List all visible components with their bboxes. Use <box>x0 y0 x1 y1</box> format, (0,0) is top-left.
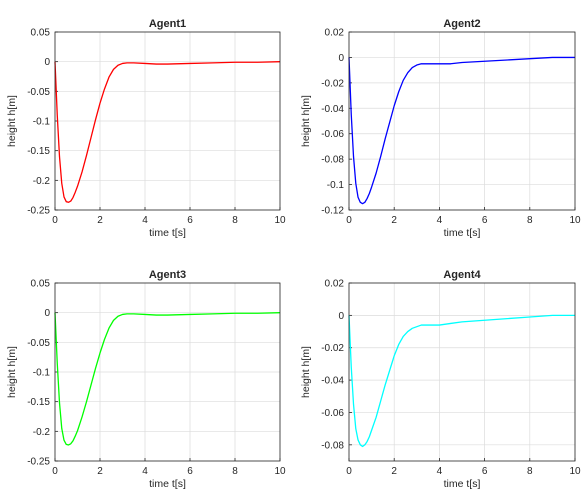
axes-box <box>348 31 576 211</box>
x-tick-label: 2 <box>97 215 103 226</box>
x-tick-label: 6 <box>482 466 488 477</box>
y-tick-label: -0.04 <box>321 376 344 387</box>
y-tick-label: -0.25 <box>27 206 50 217</box>
subplot-agent2: 0.020-0.02-0.04-0.06-0.08-0.1-0.120 2 4 6 8 1… <box>300 18 581 239</box>
x-tick-label: 10 <box>569 466 581 477</box>
y-axis-label: height h[m] <box>6 95 18 147</box>
y-tick-label: -0.1 <box>327 180 345 191</box>
chart-title: Agent1 <box>149 18 186 30</box>
y-tick-label: 0.02 <box>325 28 345 39</box>
subplot-agent3: 0.050-0.05-0.1-0.15-0.2-0.250 2 4 6 8 10Agent… <box>6 269 286 489</box>
y-tick-label: 0 <box>44 308 50 319</box>
x-axis-label: time t[s] <box>149 227 186 239</box>
x-tick-label: 2 <box>97 466 103 477</box>
plot-area <box>349 32 575 210</box>
x-tick-label: 8 <box>232 215 238 226</box>
y-tick-label: -0.06 <box>321 129 344 140</box>
x-tick-label: 2 <box>391 466 397 477</box>
y-tick-label: -0.2 <box>33 176 51 187</box>
x-tick-label: 0 <box>52 215 58 226</box>
x-tick-label: 6 <box>187 466 193 477</box>
y-axis-label: height h[m] <box>300 346 312 398</box>
y-tick-label: -0.02 <box>321 78 344 89</box>
y-tick-label: 0 <box>44 57 50 68</box>
y-tick-label: -0.15 <box>27 146 50 157</box>
series-line-agent1 <box>54 61 281 203</box>
x-axis-label: time t[s] <box>444 478 481 489</box>
y-tick-label: -0.05 <box>27 338 50 349</box>
series-line-agent4 <box>348 314 575 448</box>
y-tick-label: -0.08 <box>321 440 344 451</box>
y-tick-label: -0.15 <box>27 397 50 408</box>
y-axis-label: height h[m] <box>6 346 18 398</box>
x-tick-label: 0 <box>346 466 352 477</box>
y-tick-label: -0.04 <box>321 104 344 115</box>
y-tick-label: 0.05 <box>31 279 51 290</box>
y-tick-label: -0.1 <box>33 117 51 128</box>
axes-box <box>54 282 281 462</box>
series-line-agent2 <box>348 56 575 205</box>
subplot-agent1: 0.050-0.05-0.1-0.15-0.2-0.250 2 4 6 8 10Agent… <box>6 18 286 239</box>
x-tick-label: 6 <box>187 215 193 226</box>
x-tick-label: 10 <box>274 215 286 226</box>
series-line-agent3 <box>54 312 281 446</box>
y-tick-label: -0.12 <box>321 206 344 217</box>
chart-title: Agent4 <box>443 269 481 281</box>
subplot-agent4: 0.02 0 -0.02 -0.04 -0.06 -0.08 0 2 4 6 8 10 Agent4 ti… <box>300 269 581 489</box>
y-tick-label: -0.2 <box>33 427 51 438</box>
y-tick-label: -0.05 <box>27 87 50 98</box>
x-axis-label: time t[s] <box>444 227 481 239</box>
x-tick-label: 8 <box>232 466 238 477</box>
x-tick-label: 0 <box>346 215 352 226</box>
x-tick-label: 4 <box>142 215 148 226</box>
x-axis-label: time t[s] <box>149 478 186 489</box>
x-tick-label: 8 <box>527 215 533 226</box>
axes-box <box>348 282 576 462</box>
chart-title: Agent3 <box>149 269 186 281</box>
x-tick-label: 4 <box>437 466 443 477</box>
plot-area <box>349 283 575 461</box>
y-tick-label: -0.08 <box>321 155 344 166</box>
x-tick-label: 2 <box>391 215 397 226</box>
y-tick-label: -0.02 <box>321 343 344 354</box>
y-tick-label: -0.06 <box>321 408 344 419</box>
x-tick-label: 6 <box>482 215 488 226</box>
y-tick-label: -0.25 <box>27 457 50 468</box>
chart-title: Agent2 <box>443 18 480 30</box>
y-axis-label: height h[m] <box>300 95 312 147</box>
x-tick-label: 4 <box>437 215 443 226</box>
y-tick-label: 0 <box>338 53 344 64</box>
y-tick-label: -0.1 <box>33 368 51 379</box>
y-tick-label: 0 <box>338 311 344 322</box>
y-tick-label: 0.02 <box>325 279 345 290</box>
axes-box <box>54 31 281 211</box>
x-tick-label: 10 <box>569 215 581 226</box>
x-tick-label: 4 <box>142 466 148 477</box>
x-tick-label: 10 <box>274 466 286 477</box>
y-tick-label: 0.05 <box>31 28 51 39</box>
x-tick-label: 0 <box>52 466 58 477</box>
x-tick-label: 8 <box>527 466 533 477</box>
